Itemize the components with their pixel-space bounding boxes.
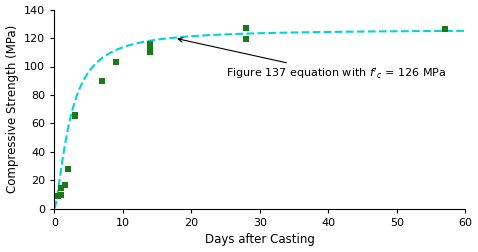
- Point: [57, 185, 65, 190]
- Point: [57, 193, 65, 197]
- Point: [71, 114, 79, 118]
- Point: [61, 183, 68, 187]
- Point: [71, 113, 79, 117]
- X-axis label: Days after Casting: Days after Casting: [205, 233, 315, 246]
- Point: [242, 26, 250, 30]
- Point: [112, 60, 120, 64]
- Text: Figure 137 equation with $f'_c$ = 126 MPa: Figure 137 equation with $f'_c$ = 126 MP…: [178, 38, 446, 81]
- Point: [98, 79, 106, 83]
- Point: [441, 27, 449, 32]
- Point: [146, 46, 154, 50]
- Point: [64, 167, 72, 171]
- Point: [54, 194, 62, 198]
- Point: [146, 50, 154, 54]
- Y-axis label: Compressive Strength (MPa): Compressive Strength (MPa): [6, 25, 19, 193]
- Point: [146, 42, 154, 46]
- Point: [242, 38, 250, 42]
